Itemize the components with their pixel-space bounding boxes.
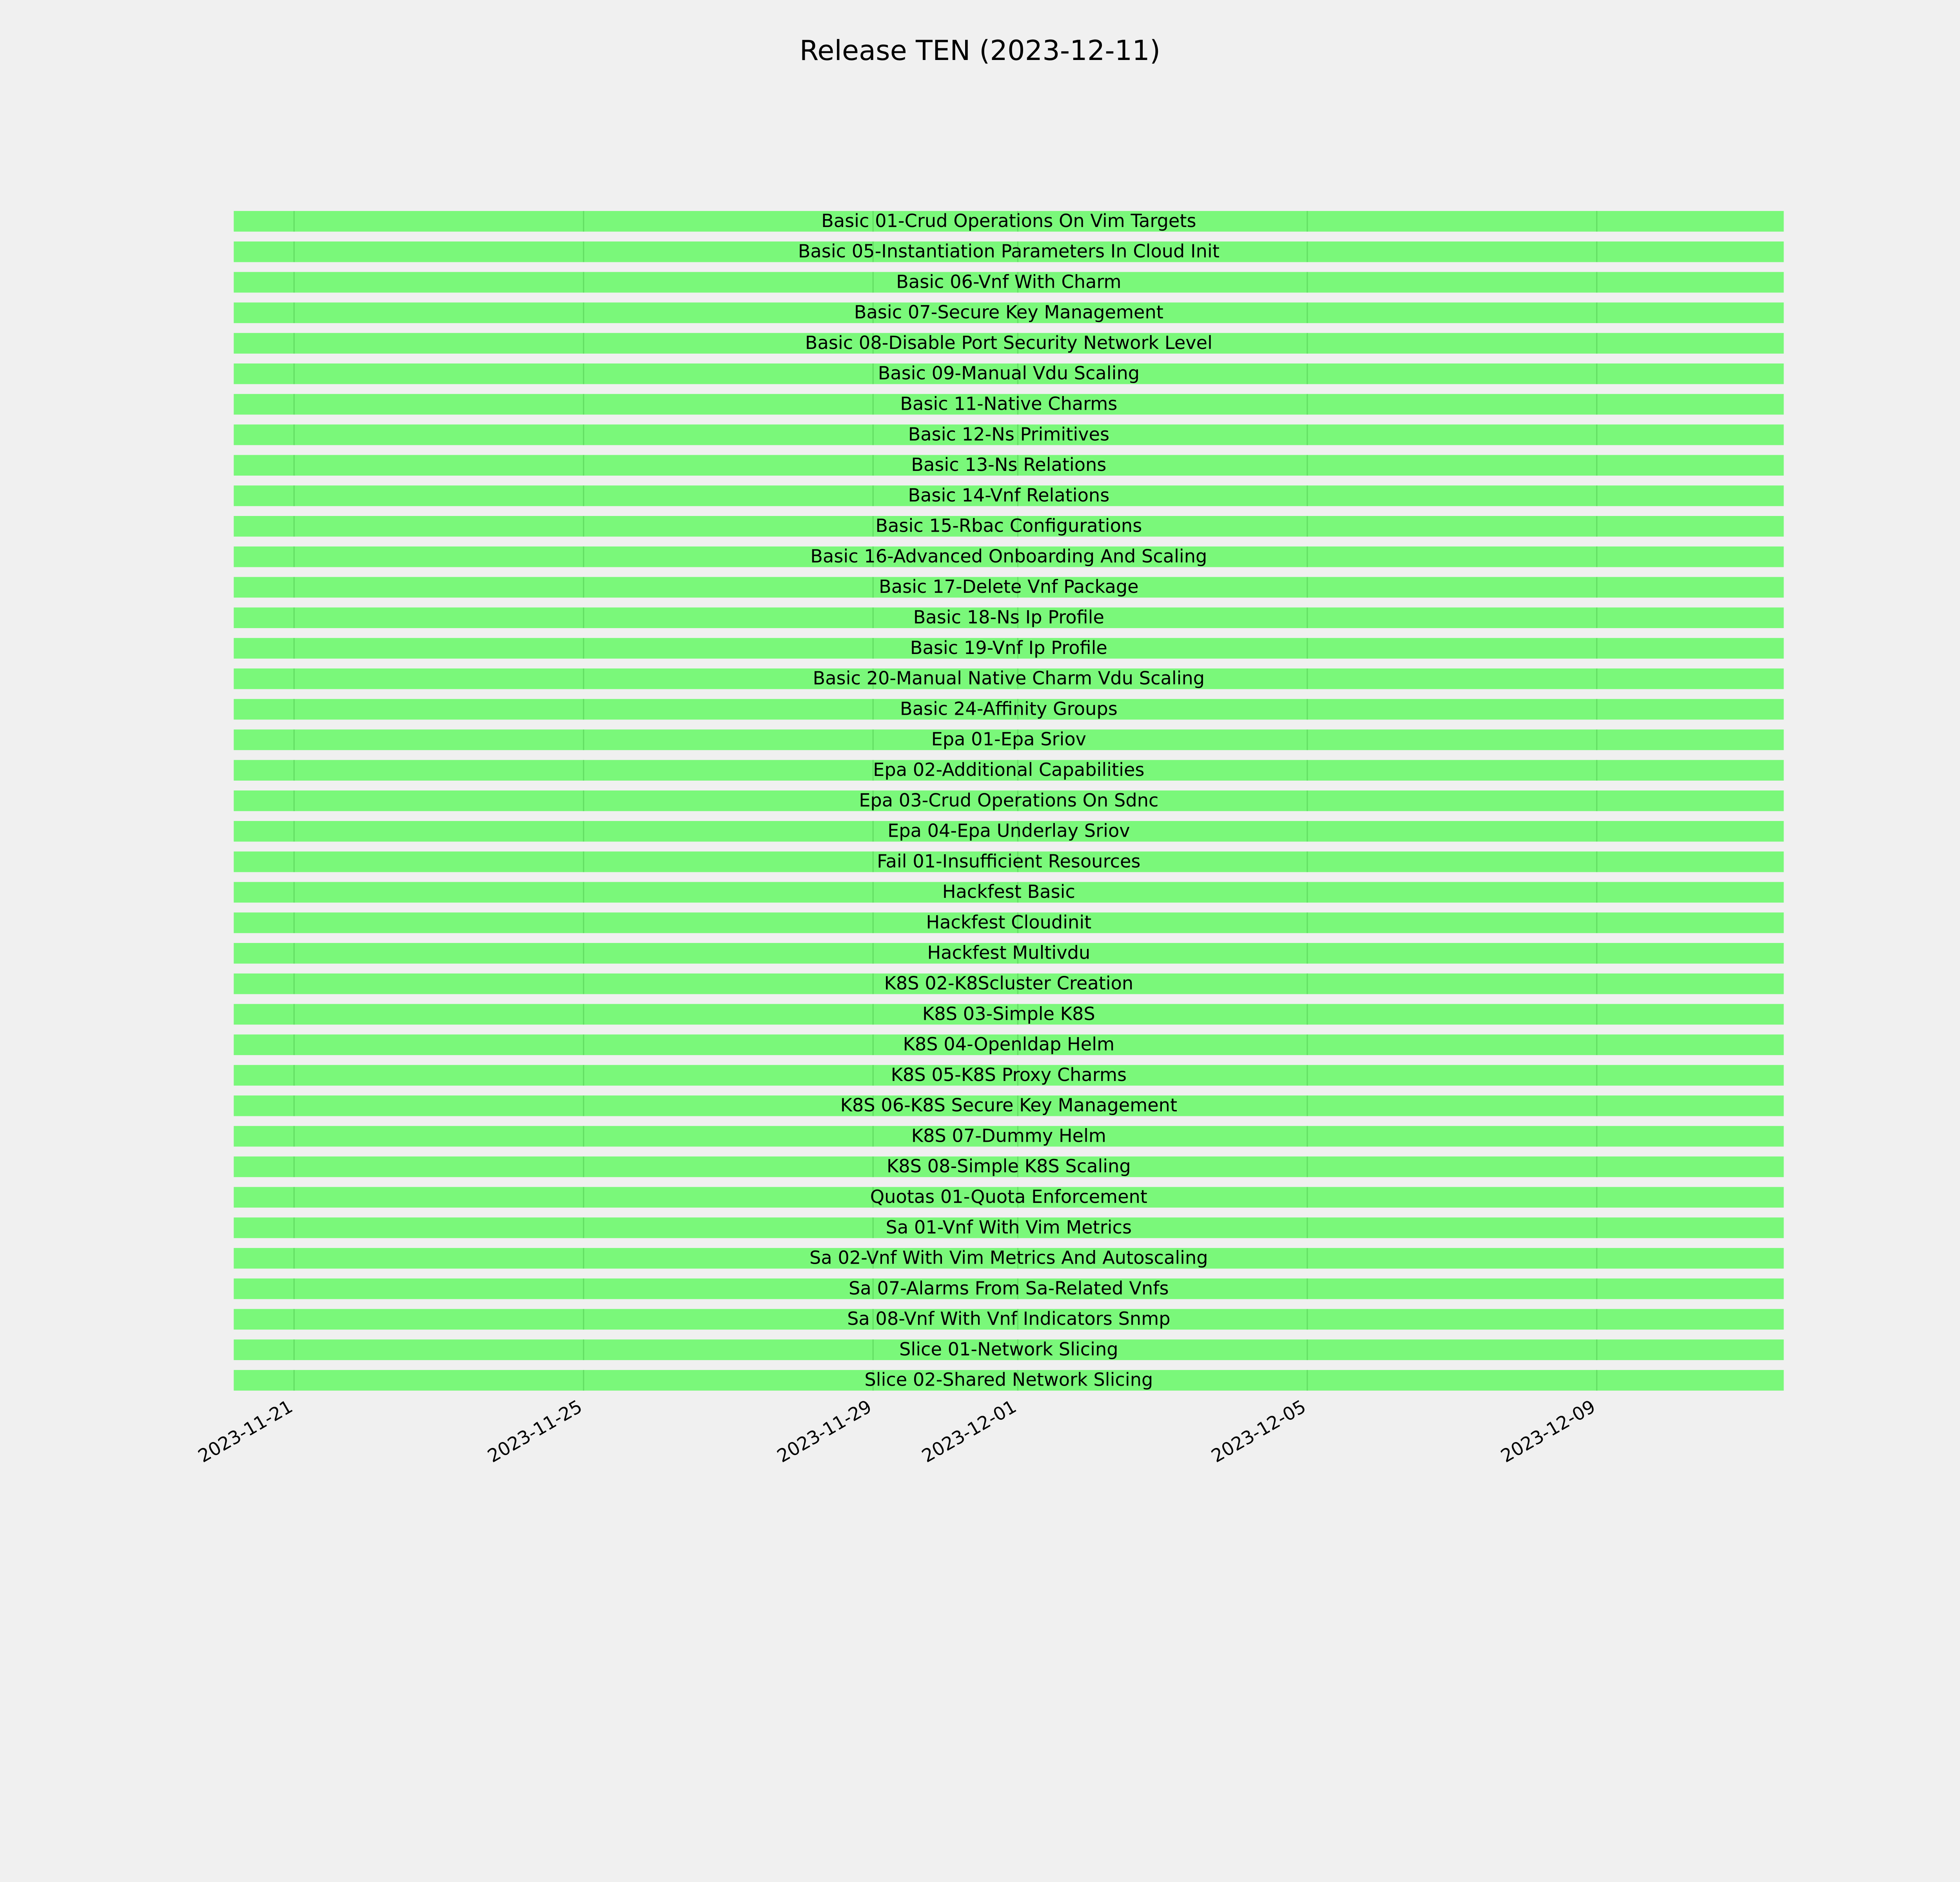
task-label: Sa 07-Alarms From Sa-Related Vnfs bbox=[849, 1277, 1169, 1299]
task-bar bbox=[234, 790, 1784, 811]
task-label: Basic 09-Manual Vdu Scaling bbox=[878, 363, 1140, 384]
task-label: Slice 01-Network Slicing bbox=[899, 1339, 1118, 1360]
task-label: Epa 02-Additional Capabilities bbox=[873, 759, 1144, 780]
task-bar bbox=[234, 363, 1784, 384]
task-label: Basic 13-Ns Relations bbox=[911, 454, 1106, 475]
grid-layer bbox=[293, 211, 1598, 1391]
task-label: K8S 03-Simple K8S bbox=[922, 1003, 1095, 1024]
task-bar bbox=[234, 1156, 1784, 1177]
task-label: Epa 04-Epa Underlay Sriov bbox=[887, 820, 1130, 841]
task-label: Hackfest Multivdu bbox=[927, 942, 1090, 963]
task-label: Basic 12-Ns Primitives bbox=[908, 423, 1109, 445]
task-bar bbox=[234, 943, 1784, 964]
task-bar bbox=[234, 1278, 1784, 1299]
task-bar bbox=[234, 1034, 1784, 1055]
bars-layer bbox=[234, 211, 1784, 1391]
task-bar bbox=[234, 1248, 1784, 1269]
task-label: Quotas 01-Quota Enforcement bbox=[870, 1186, 1147, 1207]
task-bar bbox=[234, 668, 1784, 689]
task-label: Basic 15-Rbac Configurations bbox=[875, 515, 1142, 536]
task-label: Basic 05-Instantiation Parameters In Clo… bbox=[798, 241, 1220, 262]
task-label: Basic 16-Advanced Onboarding And Scaling bbox=[810, 545, 1207, 567]
task-label: K8S 07-Dummy Helm bbox=[911, 1125, 1106, 1146]
task-bar bbox=[234, 211, 1784, 232]
task-bar bbox=[234, 699, 1784, 720]
task-label: Basic 11-Native Charms bbox=[900, 393, 1117, 414]
task-bar bbox=[234, 821, 1784, 842]
task-label: Basic 17-Delete Vnf Package bbox=[879, 576, 1139, 597]
task-bar bbox=[234, 241, 1784, 262]
task-label: Epa 03-Crud Operations On Sdnc bbox=[859, 790, 1158, 811]
task-bar bbox=[234, 302, 1784, 323]
task-label: Hackfest Cloudinit bbox=[926, 912, 1091, 933]
task-label: Sa 01-Vnf With Vim Metrics bbox=[886, 1217, 1132, 1238]
task-bar bbox=[234, 729, 1784, 750]
chart-title: Release TEN (2023-12-11) bbox=[800, 35, 1161, 67]
task-bar bbox=[234, 882, 1784, 903]
task-label: Basic 19-Vnf Ip Profile bbox=[910, 637, 1107, 658]
task-bar bbox=[234, 1339, 1784, 1360]
task-bar bbox=[234, 1309, 1784, 1330]
task-bar bbox=[234, 973, 1784, 994]
task-label: K8S 02-K8Scluster Creation bbox=[884, 972, 1133, 994]
task-bar bbox=[234, 912, 1784, 933]
task-label: Sa 02-Vnf With Vim Metrics And Autoscali… bbox=[809, 1247, 1208, 1268]
task-label: K8S 05-K8S Proxy Charms bbox=[891, 1064, 1127, 1085]
task-bar bbox=[234, 1217, 1784, 1238]
task-label: Basic 01-Crud Operations On Vim Targets bbox=[821, 210, 1196, 231]
task-bar bbox=[234, 394, 1784, 415]
task-bar bbox=[234, 1187, 1784, 1208]
task-bar bbox=[234, 333, 1784, 354]
task-bar bbox=[234, 638, 1784, 659]
task-bar bbox=[234, 1095, 1784, 1116]
task-labels-layer: Basic 01-Crud Operations On Vim Targets B… bbox=[798, 210, 1220, 1390]
task-label: K8S 08-Simple K8S Scaling bbox=[887, 1155, 1131, 1177]
task-label: Basic 18-Ns Ip Profile bbox=[913, 607, 1104, 628]
gantt-chart: Release TEN (2023-12-11) Basic 01-Crud O… bbox=[194, 35, 1784, 1467]
task-label: K8S 06-K8S Secure Key Management bbox=[840, 1095, 1178, 1116]
task-label: Basic 20-Manual Native Charm Vdu Scaling bbox=[813, 668, 1205, 689]
task-bar bbox=[234, 455, 1784, 476]
task-bar bbox=[234, 516, 1784, 537]
task-bar bbox=[234, 1370, 1784, 1391]
task-label: Basic 07-Secure Key Management bbox=[854, 302, 1163, 323]
task-bar bbox=[234, 1126, 1784, 1147]
task-bar bbox=[234, 272, 1784, 293]
task-bar bbox=[234, 851, 1784, 872]
task-label: Basic 24-Affinity Groups bbox=[900, 698, 1118, 719]
task-label: Slice 02-Shared Network Slicing bbox=[864, 1369, 1153, 1390]
task-bar bbox=[234, 1065, 1784, 1086]
task-bar bbox=[234, 760, 1784, 781]
task-label: Epa 01-Epa Sriov bbox=[931, 728, 1086, 750]
task-bar bbox=[234, 485, 1784, 506]
task-bar bbox=[234, 424, 1784, 445]
task-label: Basic 06-Vnf With Charm bbox=[896, 271, 1121, 292]
task-bar bbox=[234, 607, 1784, 628]
task-label: Hackfest Basic bbox=[942, 881, 1075, 902]
task-bar bbox=[234, 546, 1784, 567]
task-label: Sa 08-Vnf With Vnf Indicators Snmp bbox=[847, 1308, 1171, 1329]
task-label: Fail 01-Insufficient Resources bbox=[877, 850, 1140, 872]
task-bar bbox=[234, 1004, 1784, 1025]
task-bar bbox=[234, 577, 1784, 598]
task-label: Basic 08-Disable Port Security Network L… bbox=[805, 332, 1212, 353]
task-label: K8S 04-Openldap Helm bbox=[903, 1034, 1115, 1055]
task-label: Basic 14-Vnf Relations bbox=[908, 485, 1109, 506]
